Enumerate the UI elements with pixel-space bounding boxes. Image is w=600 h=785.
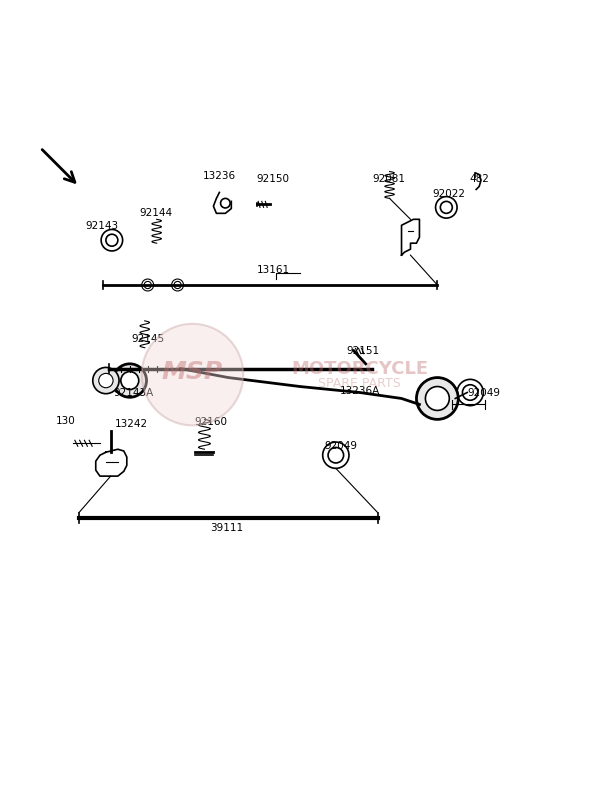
Circle shape — [172, 279, 184, 291]
Circle shape — [463, 385, 478, 400]
Text: 92144: 92144 — [139, 208, 172, 218]
Circle shape — [457, 379, 484, 406]
Text: 92022: 92022 — [433, 189, 466, 199]
Text: 92049: 92049 — [467, 388, 500, 397]
Circle shape — [121, 371, 139, 389]
Text: 92143: 92143 — [85, 221, 118, 232]
Text: 482: 482 — [469, 173, 489, 184]
Text: 92160: 92160 — [194, 418, 227, 427]
Circle shape — [436, 196, 457, 218]
Circle shape — [93, 367, 119, 394]
Text: 13236: 13236 — [203, 171, 236, 181]
Circle shape — [323, 442, 349, 469]
Text: 13236A: 13236A — [340, 386, 380, 396]
Text: 92081: 92081 — [372, 173, 405, 184]
Text: 92143A: 92143A — [114, 388, 154, 397]
Circle shape — [99, 374, 113, 388]
Circle shape — [142, 279, 154, 291]
Text: 92151: 92151 — [346, 345, 379, 356]
Circle shape — [440, 202, 452, 214]
Text: 130: 130 — [56, 416, 76, 426]
Text: SPARE PARTS: SPARE PARTS — [319, 377, 401, 390]
Circle shape — [101, 229, 122, 251]
Circle shape — [113, 363, 146, 397]
Circle shape — [328, 447, 344, 463]
Circle shape — [425, 386, 449, 411]
Circle shape — [142, 324, 243, 425]
Text: MOTORCYCLE: MOTORCYCLE — [291, 360, 428, 378]
Text: 92049: 92049 — [324, 441, 357, 451]
Circle shape — [106, 234, 118, 246]
Text: MSP: MSP — [162, 360, 223, 384]
Text: 92150: 92150 — [257, 173, 290, 184]
Text: 39111: 39111 — [211, 523, 244, 533]
Text: 92145: 92145 — [131, 334, 164, 344]
Circle shape — [221, 199, 230, 208]
Text: 13242: 13242 — [115, 418, 148, 429]
Text: 13161: 13161 — [257, 265, 290, 275]
Circle shape — [144, 281, 151, 289]
Circle shape — [416, 378, 458, 419]
Circle shape — [174, 281, 181, 289]
